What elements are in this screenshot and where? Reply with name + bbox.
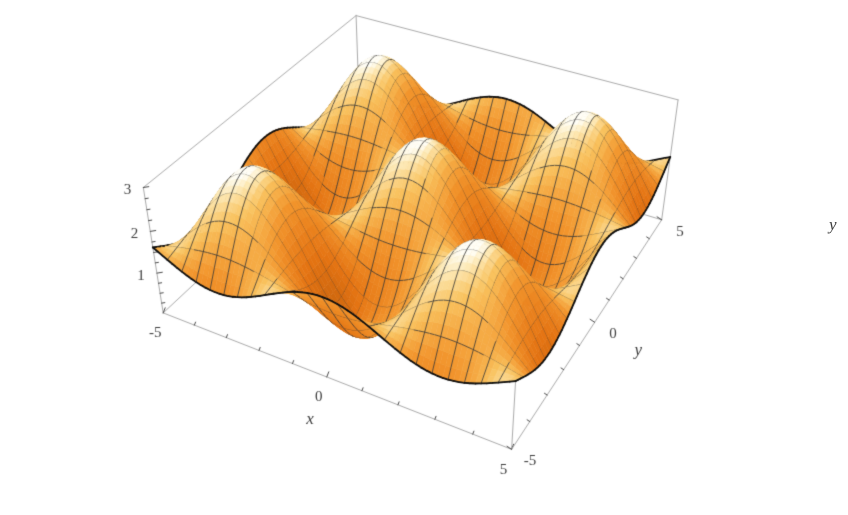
stray-y-axis-label: y bbox=[829, 215, 837, 234]
